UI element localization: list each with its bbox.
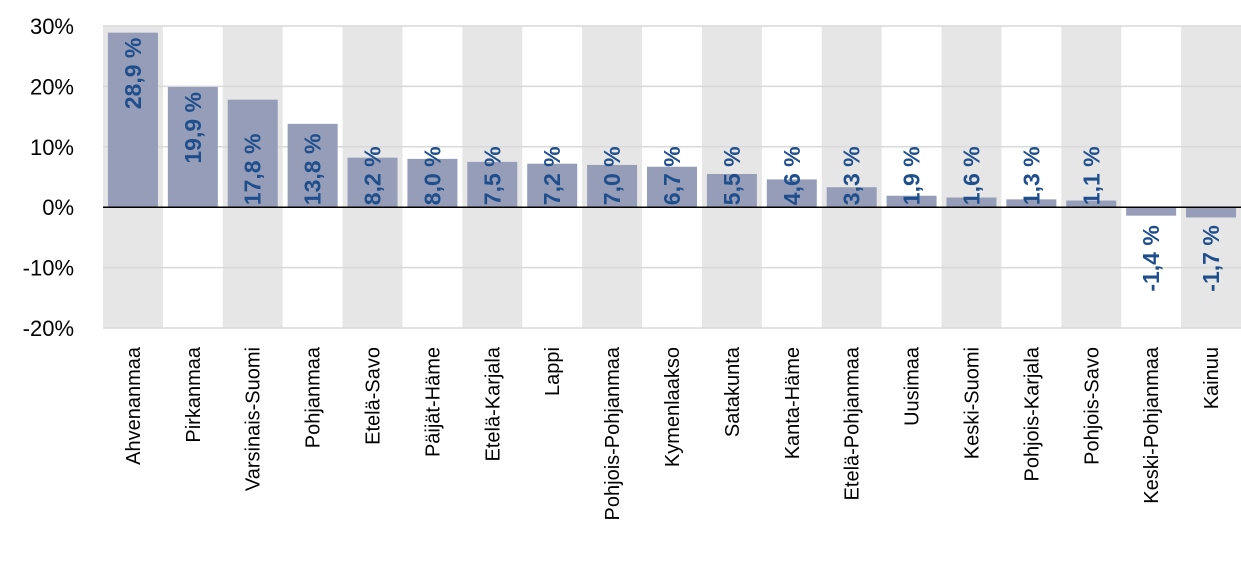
bars [107, 32, 1237, 218]
bar [1186, 207, 1237, 218]
bar [467, 161, 518, 208]
data-label: 17,8 % [240, 134, 266, 206]
data-labels: 28,9 % 19,9 % 17,8 % 13,8 % 8,2 % 8,0 % 7,5 % 7… [120, 38, 1224, 292]
category-label: Etelä-Savo [363, 347, 385, 445]
category-label: Keski-Suomi [961, 347, 983, 459]
category-label: Pohjois-Pohjanmaa [602, 346, 624, 520]
data-label: 8,0 % [419, 146, 445, 205]
category-label: Päijät-Häme [422, 347, 444, 457]
data-label: -1,7 % [1198, 225, 1224, 291]
data-label: 6,7 % [659, 146, 685, 205]
y-tick-label: 20% [30, 74, 74, 99]
bar [1066, 200, 1117, 208]
category-label: Pirkanmaa [183, 346, 205, 442]
data-label: 7,0 % [599, 146, 625, 205]
bar [946, 197, 997, 208]
data-label: -1,4 % [1138, 225, 1164, 291]
y-axis-ticks: 30% 20% 10% 0% -10% -20% [23, 14, 74, 341]
bar [1126, 207, 1177, 216]
category-label: Pohjanmaa [303, 346, 325, 448]
category-label: Keski-Pohjanmaa [1141, 346, 1163, 504]
category-label: Kanta-Häme [782, 347, 804, 459]
bar [766, 179, 817, 208]
data-label: 19,9 % [180, 92, 206, 164]
category-label: Lappi [542, 347, 564, 396]
data-label: 5,5 % [719, 146, 745, 205]
category-label: Satakunta [722, 346, 744, 437]
bar [886, 195, 937, 208]
y-tick-label: 0% [42, 195, 74, 220]
bar [706, 173, 757, 208]
data-label: 1,6 % [958, 146, 984, 205]
data-label: 1,9 % [899, 146, 925, 205]
background-band [821, 26, 882, 328]
y-tick-label: -10% [23, 256, 74, 281]
bar [107, 32, 158, 208]
data-label: 1,1 % [1078, 146, 1104, 205]
category-label: Kainuu [1201, 347, 1223, 409]
bar [287, 123, 338, 208]
bar [647, 166, 697, 208]
category-label: Uusimaa [902, 346, 924, 426]
data-label: 1,3 % [1018, 146, 1044, 205]
bar [587, 164, 638, 208]
data-label: 3,3 % [839, 146, 865, 205]
category-label: Varsinais-Suomi [243, 347, 265, 491]
y-tick-label: 30% [30, 14, 74, 39]
data-label: 7,2 % [539, 146, 565, 205]
category-labels: Ahvenanmaa Pirkanmaa Varsinais-Suomi Pohjan… [123, 346, 1223, 520]
category-label: Ahvenanmaa [123, 346, 145, 465]
bar [347, 157, 398, 208]
background-band [941, 26, 1002, 328]
category-label: Kymenlaakso [662, 347, 684, 467]
y-tick-label: -20% [23, 316, 74, 341]
bar [167, 87, 218, 208]
data-label: 13,8 % [300, 134, 326, 206]
data-label: 28,9 % [120, 38, 146, 110]
data-label: 8,2 % [360, 146, 386, 205]
category-label: Pohjois-Savo [1081, 347, 1103, 465]
category-label: Etelä-Karjala [482, 346, 504, 461]
y-tick-label: 10% [30, 135, 74, 160]
category-label: Etelä-Pohjanmaa [842, 346, 864, 500]
data-label: 7,5 % [479, 146, 505, 205]
bar [527, 163, 578, 208]
background-band [1061, 26, 1122, 328]
bar [227, 99, 278, 208]
bar [407, 158, 458, 208]
bar [826, 187, 877, 208]
bar [1006, 199, 1057, 208]
data-label: 4,6 % [779, 146, 805, 205]
category-label: Pohjois-Karjala [1021, 346, 1043, 481]
background-band [1181, 26, 1241, 328]
